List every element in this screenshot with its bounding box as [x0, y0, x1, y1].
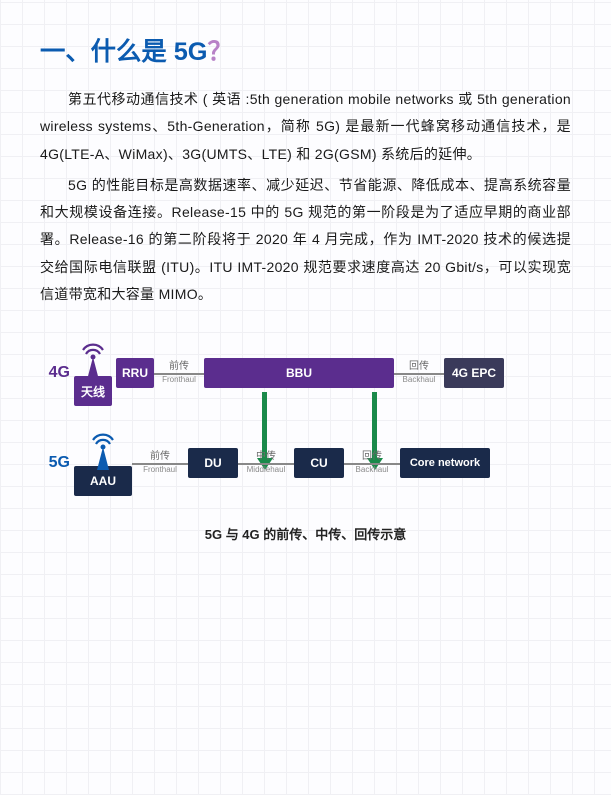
gap-5g-middlehaul: 中传 Middlehaul — [238, 452, 294, 474]
heading-prefix: 一、 — [40, 38, 91, 66]
antenna-icon — [88, 430, 118, 472]
gap-label-en: Backhaul — [356, 466, 389, 474]
gap-4g-backhaul: 回传 Backhaul — [394, 362, 444, 384]
antenna-5g-wrap: AAU — [74, 430, 132, 496]
paragraph-2: 5G 的性能目标是高数据速率、减少延迟、节省能源、降低成本、提高系统容量和大规模… — [40, 172, 571, 308]
gap-label-cn: 回传 — [409, 362, 429, 372]
box-bbu: BBU — [204, 358, 394, 388]
architecture-diagram: 4G 天线 RRU 前传 Fronthaul BBU 回传 Backhaul — [40, 334, 571, 543]
page-heading: 一、什么是 5G？ — [40, 32, 571, 68]
label-4g: 4G — [40, 364, 74, 382]
box-rru: RRU — [116, 358, 154, 388]
row-5g: 5G AAU 前传 Fronthaul DU 中传 Middlehaul — [40, 424, 571, 502]
heading-main: 什么是 5G — [91, 38, 208, 66]
gap-label-cn: 前传 — [169, 362, 189, 372]
gap-label-en: Fronthaul — [162, 376, 196, 384]
gap-5g-fronthaul: 前传 Fronthaul — [132, 452, 188, 474]
diagram-caption: 5G 与 4G 的前传、中传、回传示意 — [40, 524, 571, 543]
gap-label-en: Backhaul — [403, 376, 436, 384]
gap-4g-fronthaul: 前传 Fronthaul — [154, 362, 204, 384]
gap-label-en: Fronthaul — [143, 466, 177, 474]
box-cu: CU — [294, 448, 344, 478]
gap-label-cn: 中传 — [256, 452, 276, 462]
label-5g: 5G — [40, 454, 74, 472]
gap-5g-backhaul: 回传 Backhaul — [344, 452, 400, 474]
gap-label-cn: 回传 — [362, 452, 382, 462]
antenna-icon — [78, 340, 108, 382]
heading-question-mark: ？ — [207, 38, 232, 66]
gap-label-en: Middlehaul — [247, 466, 286, 474]
box-core-network: Core network — [400, 448, 490, 478]
gap-label-cn: 前传 — [150, 452, 170, 462]
paragraph-1: 第五代移动通信技术 ( 英语 :5th generation mobile ne… — [40, 86, 571, 168]
antenna-4g-wrap: 天线 — [74, 340, 112, 406]
box-du: DU — [188, 448, 238, 478]
row-4g: 4G 天线 RRU 前传 Fronthaul BBU 回传 Backhaul — [40, 334, 571, 412]
box-4g-epc: 4G EPC — [444, 358, 504, 388]
